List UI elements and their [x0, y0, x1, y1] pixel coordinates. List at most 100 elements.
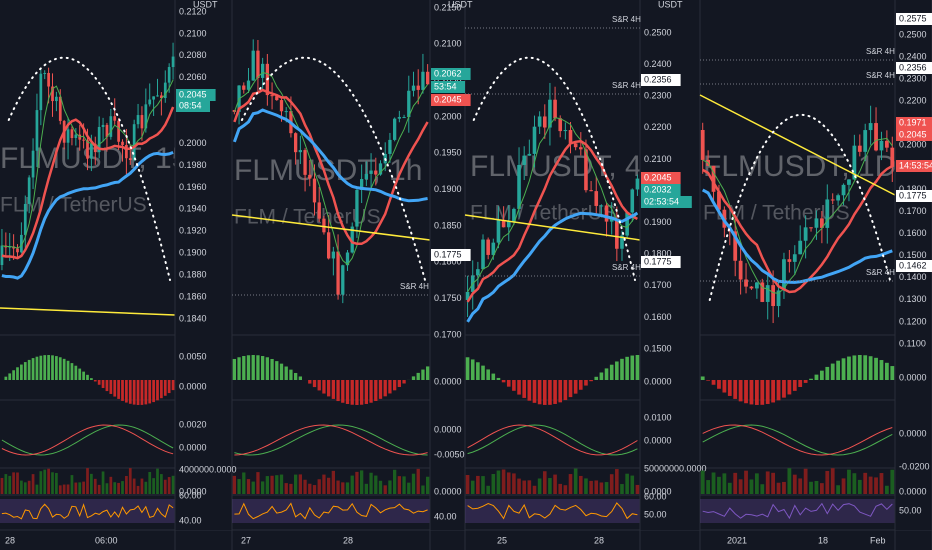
macd-bar	[392, 380, 397, 391]
candle-body	[760, 282, 765, 302]
macd-bar	[70, 363, 74, 380]
volume-bar	[573, 468, 578, 494]
candle-body	[350, 226, 354, 253]
macd-bar	[322, 380, 326, 394]
volume-bar	[501, 469, 506, 494]
candle-body	[132, 124, 136, 161]
volume-bar	[39, 471, 43, 494]
macd-bar	[620, 358, 624, 380]
rsi-band	[0, 499, 175, 523]
volume-bar	[251, 481, 255, 494]
moving-average	[467, 117, 638, 293]
volume-bar	[364, 483, 369, 494]
macd-bar	[836, 360, 841, 380]
macd-bar	[425, 366, 430, 380]
moving-average	[702, 137, 893, 294]
rsi-band	[232, 499, 430, 523]
candle-body	[884, 140, 889, 148]
price-tick: 0.1100	[899, 338, 926, 348]
price-badge	[176, 89, 216, 101]
candle-body	[156, 95, 159, 97]
candle-body	[771, 285, 776, 307]
candle-body	[23, 203, 27, 235]
candle-body	[819, 218, 824, 228]
price-badge-label: 14:53:54	[899, 160, 932, 170]
volume-bar	[12, 472, 15, 494]
macd-bar	[132, 380, 136, 405]
price-tick: 0.1500	[899, 250, 927, 260]
volume-bar	[383, 485, 387, 494]
price-badge-label: 0.2045	[644, 172, 672, 182]
volume-bar	[635, 484, 640, 494]
macd-bar	[58, 357, 62, 380]
volume-bar	[256, 472, 260, 494]
candle-body	[260, 63, 265, 78]
candle-body	[615, 218, 619, 249]
price-tick: 0.2120	[179, 6, 207, 16]
price-tick: 0.2300	[644, 91, 672, 101]
macd-bar	[378, 380, 383, 399]
macd-bar	[700, 376, 705, 380]
volume-bar	[771, 472, 776, 494]
macd-bar	[265, 357, 270, 380]
volume-bar	[117, 482, 120, 494]
price-tick: 0.1500	[644, 343, 672, 353]
sr-label: S&R 4H	[866, 268, 895, 277]
price-tick: 0.1800	[899, 184, 927, 194]
macd-bar	[722, 380, 727, 393]
rsi-band	[465, 499, 640, 523]
macd-bar	[760, 380, 765, 405]
volume-bar	[105, 483, 109, 494]
indicator-tick: 0.0000	[899, 486, 927, 496]
macd-bar	[542, 380, 547, 405]
time-label: 2021	[727, 535, 747, 545]
candle-body	[35, 110, 39, 151]
candle-body	[847, 179, 851, 185]
volume-bar	[738, 479, 743, 494]
volume-bar	[23, 482, 27, 494]
volume-bar	[86, 468, 89, 494]
volume-bar	[270, 475, 274, 494]
volume-bar	[160, 474, 163, 494]
macd-bar	[293, 372, 298, 380]
volume-bar	[341, 482, 345, 494]
macd-bar	[491, 373, 496, 380]
volume-bar	[599, 482, 604, 494]
macd-bar	[47, 355, 50, 380]
volume-bar	[884, 485, 889, 494]
candle-body	[144, 104, 148, 129]
macd-bar	[345, 380, 350, 404]
price-badge-label: 53:54	[434, 81, 457, 91]
macd-bar	[171, 380, 175, 391]
volume-bar	[31, 474, 35, 494]
volume-bar	[242, 472, 246, 494]
candle-body	[512, 208, 516, 222]
volume-bar	[890, 469, 895, 494]
price-tick: 0.1960	[179, 182, 207, 192]
dotted-curve	[7, 56, 171, 281]
candle-body	[51, 86, 54, 102]
macd-bar	[776, 380, 781, 401]
price-badge-label: 0.1462	[899, 260, 927, 270]
indicator-tick: 0.0000	[434, 486, 462, 496]
candle-body	[0, 245, 4, 265]
candle-body	[798, 240, 803, 255]
macd-bar	[553, 380, 557, 404]
volume-bar	[90, 473, 93, 494]
candle-body	[97, 126, 101, 153]
candle-body	[486, 239, 490, 255]
volume-bar	[47, 468, 50, 494]
price-tick: 0.2100	[179, 28, 207, 38]
candle-body	[105, 124, 109, 137]
volume-bar	[78, 482, 82, 494]
indicator-tick: 0.0000	[899, 372, 927, 382]
symbol-watermark: FLMUSDT, 1D	[703, 150, 896, 183]
volume-bar	[722, 473, 727, 494]
macd-bar	[260, 356, 265, 380]
volume-bar	[711, 472, 716, 494]
sr-label: S&R 4H	[612, 15, 641, 24]
indicator-tick: 60.00	[644, 491, 667, 501]
volume-bar	[630, 475, 635, 494]
